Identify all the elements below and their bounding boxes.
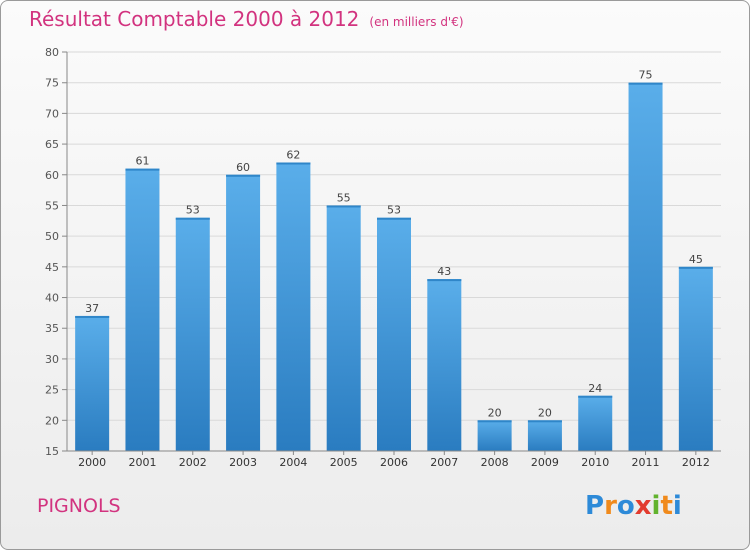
data-label: 20 [488,406,502,419]
y-tick-label: 40 [45,292,59,305]
bar [427,279,462,451]
x-tick-label: 2009 [531,456,559,469]
x-tick-label: 2011 [632,456,660,469]
bar-cap [276,162,311,165]
y-tick-label: 35 [45,322,59,335]
logo-letter: i [651,491,661,521]
y-tick-label: 20 [45,414,59,427]
bar [125,168,160,451]
bar-cap [578,395,613,398]
bar-cap [75,315,110,318]
data-label: 60 [236,161,250,174]
data-label: 37 [85,302,99,315]
chart-subtitle: (en milliers d'€) [369,15,464,29]
x-tick-label: 2000 [78,456,106,469]
data-label: 61 [135,155,149,168]
bar [477,420,512,451]
x-tick-label: 2002 [179,456,207,469]
y-tick-label: 65 [45,138,59,151]
data-label: 53 [186,204,200,217]
bar-cap [427,279,462,282]
y-tick-label: 30 [45,353,59,366]
proxiti-logo: Proxiti [585,491,682,521]
data-label: 45 [689,253,703,266]
commune-name: PIGNOLS [37,495,121,517]
y-tick-label: 75 [45,77,59,90]
data-label: 55 [337,191,351,204]
bar [175,217,210,451]
logo-letter: r [604,491,617,521]
y-tick-label: 25 [45,384,59,397]
x-tick-label: 2006 [380,456,408,469]
data-label: 20 [538,406,552,419]
logo-letter: o [616,491,635,521]
y-tick-label: 80 [45,46,59,59]
bar-cap [678,266,713,269]
logo-letter: P [585,491,605,521]
y-tick-label: 50 [45,230,59,243]
y-tick-label: 55 [45,199,59,212]
bar-cap [628,82,663,85]
bar [75,315,110,451]
chart-title: Résultat Comptable 2000 à 2012 (en millie… [29,7,464,31]
data-label: 75 [639,69,653,82]
bar [326,205,361,451]
y-tick-label: 60 [45,169,59,182]
x-tick-label: 2012 [682,456,710,469]
x-tick-label: 2005 [330,456,358,469]
bar [678,266,713,451]
logo-letter: i [672,491,682,521]
chart-title-text: Résultat Comptable 2000 à 2012 [29,7,360,31]
y-tick-label: 45 [45,261,59,274]
bar [527,420,562,451]
y-tick-label: 70 [45,107,59,120]
x-tick-label: 2010 [581,456,609,469]
bar-cap [477,420,512,423]
data-label: 43 [437,265,451,278]
logo-letter: x [634,491,652,521]
bar-cap [226,174,261,177]
bar [226,174,261,451]
x-tick-label: 2004 [279,456,307,469]
data-label: 24 [588,382,602,395]
bar-cap [326,205,361,208]
bar-cap [175,217,210,220]
data-label: 53 [387,204,401,217]
bar [578,395,613,451]
x-tick-label: 2003 [229,456,257,469]
x-tick-label: 2008 [481,456,509,469]
bar-cap [377,217,411,220]
y-tick-label: 15 [45,445,59,458]
logo-letter: t [660,491,673,521]
bar [628,82,663,451]
x-tick-label: 2007 [430,456,458,469]
bar-cap [125,168,160,171]
bar [377,217,411,451]
bar [276,162,311,451]
x-tick-label: 2001 [128,456,156,469]
bar-cap [527,420,562,423]
data-label: 62 [286,148,300,161]
